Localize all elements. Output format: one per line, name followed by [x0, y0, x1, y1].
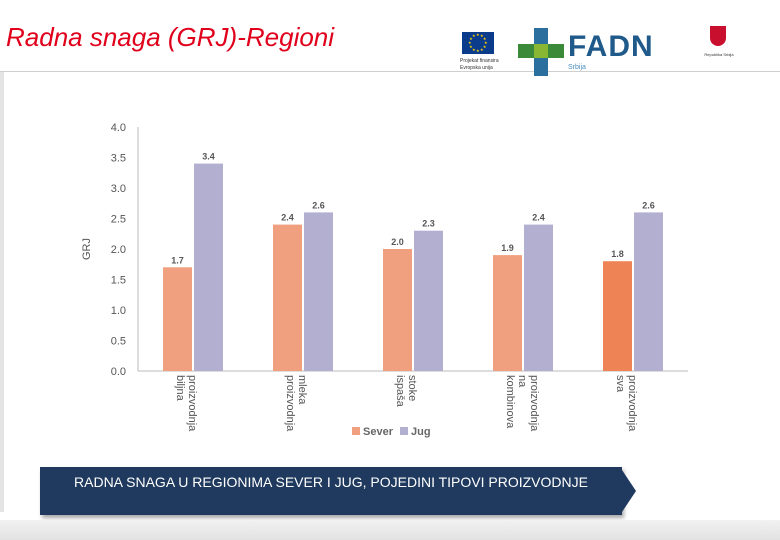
eu-star-icon: ★ [480, 46, 484, 52]
slide-title: Radna snaga (GRJ)-Regioni [6, 22, 335, 52]
x-tick-label: kombinova [504, 375, 516, 429]
bar-jug [524, 224, 553, 371]
x-tick-label: biljna [174, 375, 186, 402]
y-tick-label: 1.5 [111, 275, 126, 287]
bar-sever [273, 224, 302, 371]
fadn-name: FADN [568, 30, 654, 63]
legend-swatch-jug [400, 427, 408, 435]
eu-star-icon: ★ [476, 32, 480, 37]
left-edge-bar [0, 72, 4, 512]
eu-logo: ★ ★ ★ ★ ★ ★ ★ ★ ★ ★ ★ ★ Projekat finansira Evropska… [460, 28, 520, 88]
eu-star-icon: ★ [472, 46, 476, 52]
y-tick-label: 3.5 [111, 153, 126, 165]
y-tick-label: 4.0 [111, 122, 126, 134]
eu-star-icon: ★ [472, 33, 476, 39]
data-label: 1.8 [611, 249, 624, 259]
eu-flag-icon: ★ ★ ★ ★ ★ ★ ★ ★ ★ ★ ★ ★ [462, 32, 494, 54]
x-tick-label: proizvodnja [284, 375, 296, 432]
bar-sever [163, 267, 192, 371]
x-tick-label: na [516, 375, 528, 388]
coat-of-arms-icon [710, 26, 726, 46]
x-tick-label: mleka [296, 375, 308, 405]
bottom-strip [0, 520, 780, 540]
coat-logo-text: Republika Srbija [704, 52, 734, 57]
y-tick-label: 2.0 [111, 244, 126, 256]
bar-jug [304, 212, 333, 371]
eu-star-icon: ★ [468, 40, 472, 45]
legend-swatch-sever [352, 427, 360, 435]
serbia-coat-logo: Republika Srbija [684, 24, 754, 84]
y-tick-label: 0.5 [111, 336, 126, 348]
y-tick-label: 3.0 [111, 183, 126, 195]
caption-banner: RADNA SNAGA U REGIONIMA SEVER I JUG, POJ… [40, 467, 622, 515]
x-tick-label: proizvodnja [528, 375, 540, 432]
y-tick-label: 0.0 [111, 366, 126, 378]
bar-jug [414, 230, 443, 371]
data-label: 2.4 [532, 213, 545, 223]
eu-star-icon: ★ [469, 36, 473, 41]
y-tick-label: 2.5 [111, 214, 126, 226]
fadn-sub: Srbija [568, 64, 586, 71]
labor-force-bar-chart: 0.0 0.5 1.0 1.5 2.0 2.5 3.0 3.5 4.0 GRJ 1.7 3.4 bilj… [81, 122, 688, 438]
bar-jug [634, 212, 663, 371]
caption-arrow [620, 467, 636, 515]
x-tick-label: stoke [406, 375, 418, 401]
bar-sever [383, 249, 412, 371]
eu-star-icon: ★ [480, 33, 484, 39]
data-label: 2.0 [391, 237, 404, 247]
legend-label: Jug [411, 426, 431, 438]
x-tick-label: ispaša [394, 375, 406, 408]
title-divider [0, 71, 780, 72]
eu-logo-text: Projekat finansira Evropska unija [460, 58, 499, 71]
bar-sever [603, 261, 632, 371]
bar-sever [493, 255, 522, 371]
data-label: 2.3 [422, 219, 435, 229]
eu-star-icon: ★ [482, 36, 487, 41]
legend-label: Sever [363, 426, 394, 438]
data-label: 1.9 [501, 243, 514, 253]
fadn-logo: FADN Srbija [518, 28, 678, 78]
eu-star-icon: ★ [469, 44, 473, 49]
x-tick-label: proizvodnja [626, 375, 638, 432]
x-tick-label: sva [614, 375, 626, 393]
eu-star-icon: ★ [484, 40, 488, 45]
y-tick-label: 1.0 [111, 305, 126, 317]
data-label: 3.4 [202, 152, 215, 162]
y-axis-label: GRJ [81, 238, 93, 260]
x-tick-label: proizvodnja [186, 375, 198, 432]
eu-star-icon: ★ [476, 48, 480, 53]
data-label: 2.6 [642, 200, 655, 210]
data-label: 2.4 [281, 213, 294, 223]
data-label: 2.6 [312, 200, 325, 210]
fadn-cross-icon [518, 28, 564, 76]
bar-jug [194, 163, 223, 371]
eu-star-icon: ★ [482, 44, 487, 49]
caption-text: RADNA SNAGA U REGIONIMA SEVER I JUG, POJ… [74, 474, 588, 490]
data-label: 1.7 [171, 255, 184, 265]
